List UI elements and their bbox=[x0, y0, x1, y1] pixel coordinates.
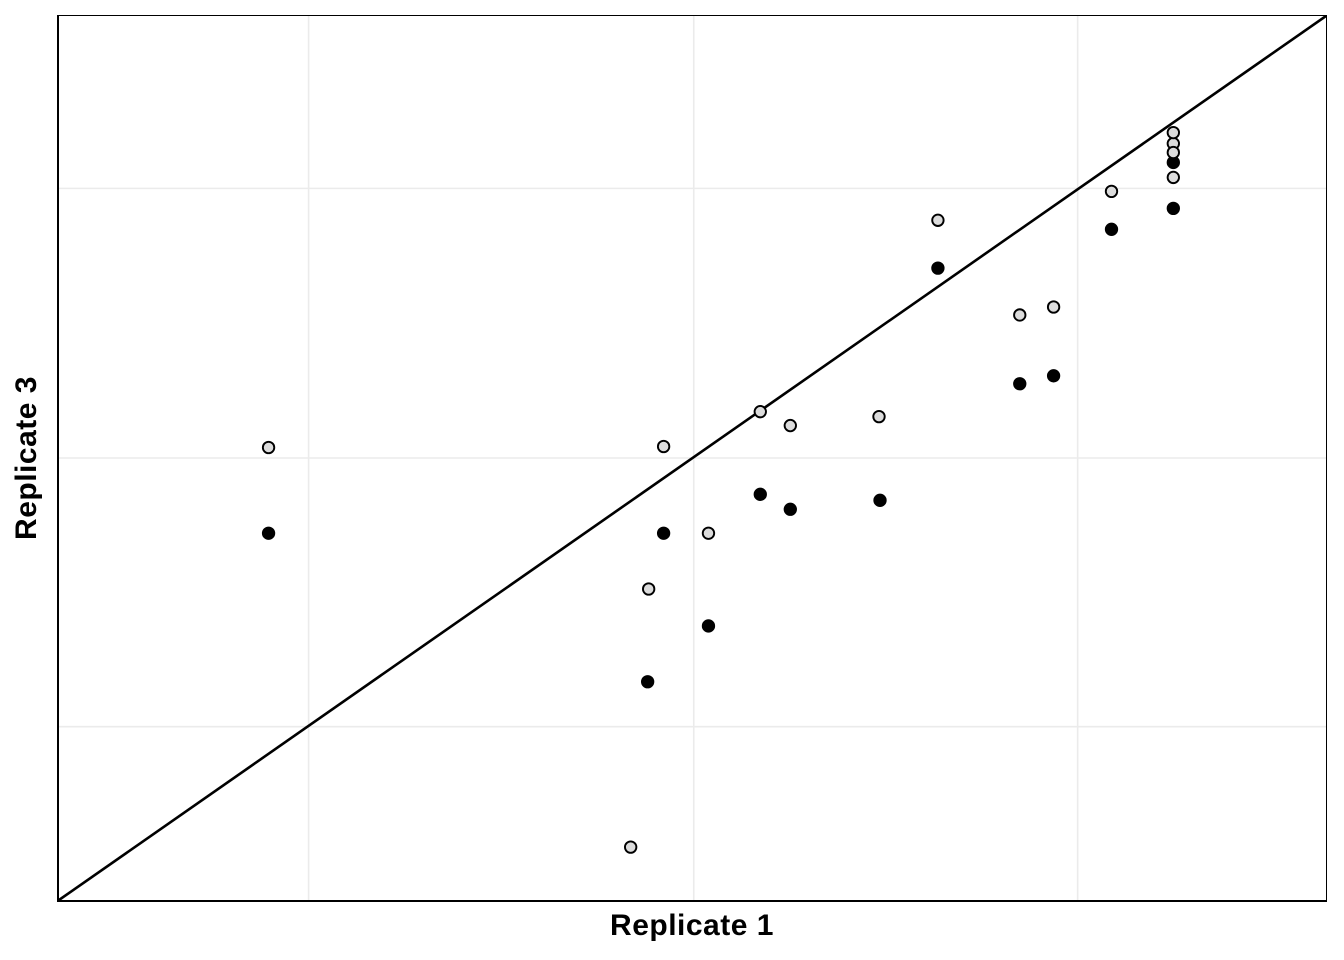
data-point-black bbox=[1166, 201, 1180, 216]
data-point-black bbox=[640, 675, 655, 689]
data-point-black bbox=[931, 261, 945, 275]
data-point-gray bbox=[642, 582, 656, 596]
data-point-gray bbox=[1166, 170, 1180, 185]
data-point-gray bbox=[1166, 125, 1180, 140]
identity-line bbox=[59, 16, 1326, 900]
data-point-gray bbox=[753, 405, 767, 419]
data-point-gray bbox=[624, 840, 638, 854]
data-point-gray bbox=[1046, 300, 1061, 314]
y-axis-label: Replicate 3 bbox=[10, 376, 43, 540]
data-point-black bbox=[1104, 222, 1119, 236]
data-point-gray bbox=[656, 439, 671, 454]
data-point-gray bbox=[931, 213, 945, 227]
data-point-gray bbox=[1013, 308, 1027, 322]
data-point-black bbox=[1013, 377, 1027, 391]
data-points bbox=[261, 125, 1180, 854]
data-point-black bbox=[261, 526, 276, 540]
data-point-black bbox=[656, 526, 671, 540]
data-point-gray bbox=[1166, 145, 1180, 160]
data-point-gray bbox=[261, 440, 276, 455]
data-point-gray bbox=[872, 409, 886, 424]
plot-canvas bbox=[59, 16, 1326, 900]
data-point-gray bbox=[783, 418, 797, 433]
data-point-gray bbox=[701, 526, 716, 540]
data-point-black bbox=[783, 502, 797, 516]
data-point-gray bbox=[1104, 184, 1119, 199]
data-point-black bbox=[701, 619, 716, 633]
x-axis-label: Replicate 1 bbox=[610, 909, 774, 942]
data-point-black bbox=[753, 487, 767, 501]
data-point-black bbox=[1046, 369, 1061, 383]
plot-panel bbox=[57, 15, 1327, 902]
data-point-black bbox=[873, 493, 887, 508]
